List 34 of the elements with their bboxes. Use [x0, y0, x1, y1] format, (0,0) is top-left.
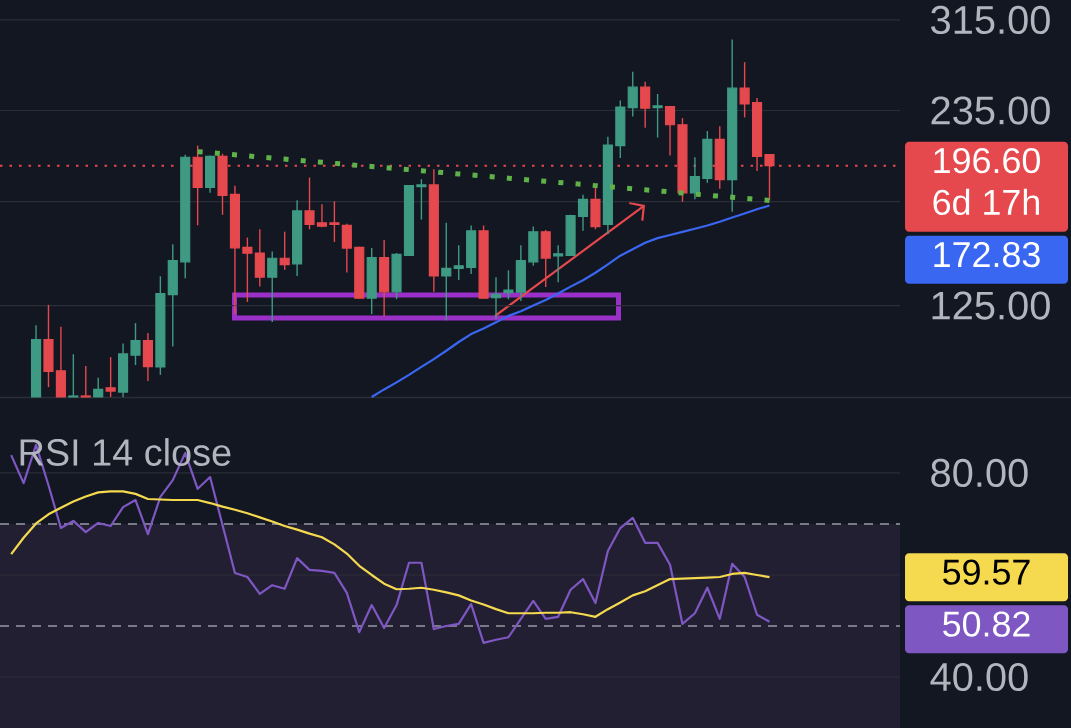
candlestick [664, 105, 676, 157]
text: 59.57 [943, 559, 1030, 585]
candlestick [68, 353, 79, 398]
candlestick [739, 61, 750, 119]
y-tick-label: 40.00 [930, 662, 1028, 692]
y-tick-label: 315.00 [931, 5, 1050, 35]
text: 6d 17h [933, 188, 1039, 216]
candlestick [329, 200, 340, 243]
candlestick [453, 244, 464, 281]
text: 172.83 [934, 241, 1040, 268]
candlestick [130, 322, 141, 366]
candlestick [441, 222, 452, 321]
y-tick-label: 235.00 [931, 96, 1050, 125]
candlestick [689, 156, 700, 201]
candlestick [304, 176, 315, 231]
y-tick-label: 125.00 [932, 291, 1050, 320]
ref-line-label: 196.60 [934, 147, 1040, 174]
candlestick [80, 365, 91, 398]
candlestick [267, 250, 278, 323]
candlestick [640, 80, 651, 129]
candlestick [279, 230, 290, 271]
candlestick [553, 244, 564, 283]
candlestick [416, 178, 427, 221]
candlestick [490, 276, 502, 320]
text: 50.82 [943, 611, 1030, 637]
line-series [370, 204, 771, 399]
candlestick [242, 236, 253, 303]
candlestick [93, 376, 104, 398]
candlestick [341, 223, 352, 274]
candlestick [652, 93, 663, 139]
candlestick [577, 194, 589, 232]
y-tick-label: 80.00 [931, 458, 1028, 488]
candlestick [105, 356, 116, 398]
candlestick [627, 71, 638, 118]
